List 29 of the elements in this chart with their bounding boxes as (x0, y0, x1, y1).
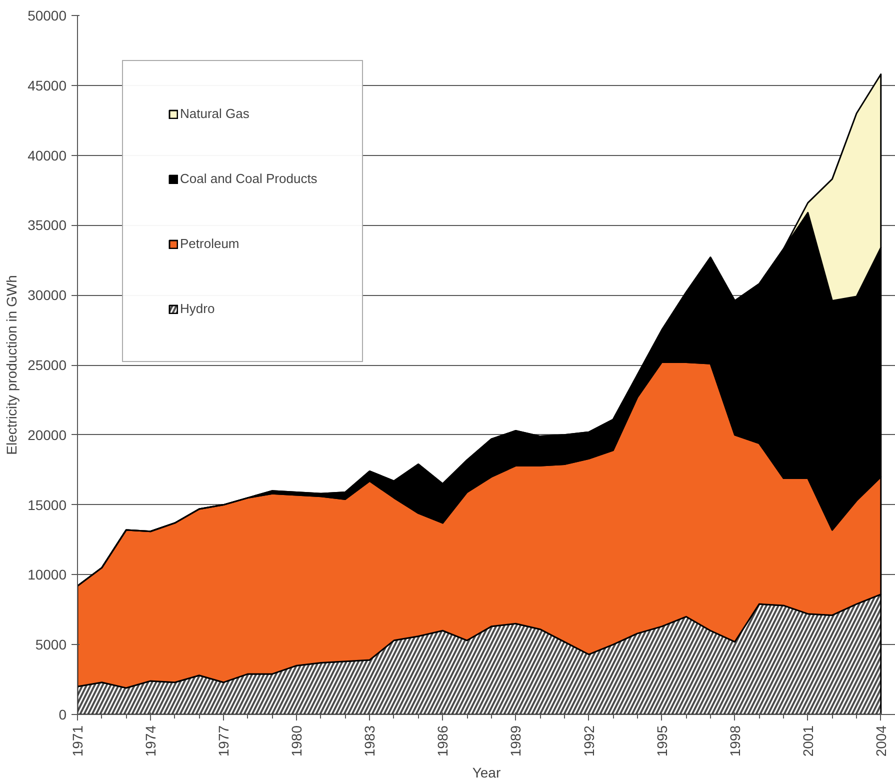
y-tick-label: 35000 (28, 217, 67, 234)
y-tick-label: 5000 (35, 636, 67, 653)
x-tick-label: 1986 (434, 725, 451, 757)
x-tick-label: 2004 (872, 725, 889, 757)
x-tick-label: 1977 (216, 725, 232, 757)
y-tick-label: 20000 (28, 426, 67, 443)
y-tick-label: 45000 (28, 77, 67, 94)
y-tick-label: 40000 (28, 147, 67, 164)
y-tick-label: 15000 (28, 496, 67, 513)
y-tick-label: 50000 (28, 8, 67, 24)
legend-label: Hydro (180, 301, 215, 316)
y-axis-title: Electricity production in GWh (4, 275, 20, 455)
y-tick-label: 30000 (28, 287, 67, 304)
y-tick-label: 25000 (28, 357, 67, 373)
x-tick-label: 1989 (508, 725, 524, 757)
legend-label: Coal and Coal Products (180, 171, 318, 186)
y-tick-label: 0 (58, 706, 67, 722)
x-tick-label: 1974 (142, 725, 159, 757)
x-tick-label: 1980 (288, 725, 305, 757)
x-tick-label: 1992 (580, 725, 597, 757)
x-axis-title: Year (472, 764, 501, 781)
y-tick-label: 10000 (28, 566, 67, 583)
x-tick-label: 1983 (362, 725, 378, 757)
x-tick-label: 1971 (70, 725, 86, 757)
x-tick-label: 2001 (800, 725, 816, 757)
x-tick-label: 1995 (654, 725, 670, 757)
legend-label: Petroleum (180, 236, 240, 251)
x-tick-label: 1998 (726, 725, 743, 757)
legend-label: Natural Gas (180, 106, 250, 121)
